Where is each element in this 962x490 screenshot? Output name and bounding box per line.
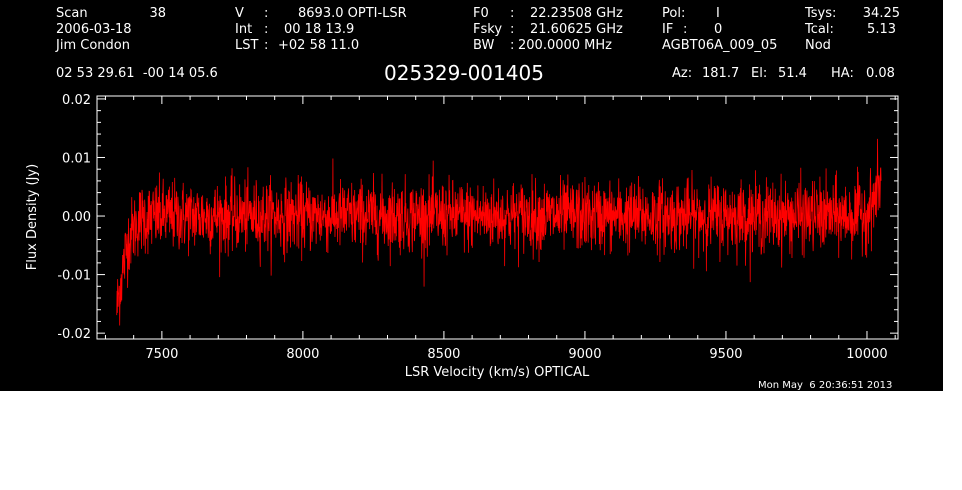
plot-panel: Scan 38 V : 8693.0 OPTI-LSR F0 : 22.2350…	[0, 0, 943, 391]
axis-ticks	[97, 96, 898, 339]
x-tick-label: 9500	[709, 347, 742, 362]
source-name: 025329-001405	[384, 61, 544, 85]
bw-colon: :	[510, 38, 515, 53]
az-value: 181.7	[702, 66, 740, 81]
ha-value: 0.08	[866, 66, 895, 81]
project-id: AGBT06A_009_05	[662, 38, 778, 53]
fsky-colon: :	[510, 22, 515, 37]
y-tick-label: 0.00	[62, 210, 91, 225]
y-tick-label: 0.01	[62, 151, 91, 166]
fsky-label: Fsky	[473, 22, 503, 37]
spectrum-trace	[116, 138, 882, 326]
x-tick-label: 10000	[846, 347, 887, 362]
x-tick-label: 7500	[145, 347, 178, 362]
y-tick-label: -0.02	[57, 327, 91, 342]
f0-colon: :	[510, 6, 515, 21]
tcal-value: 5.13	[867, 22, 896, 37]
velocity-value: 8693.0 OPTI-LSR	[298, 6, 407, 21]
y-tick-label: -0.01	[57, 269, 91, 284]
int-value: 00 18 13.9	[284, 22, 355, 37]
y-tick-label: 0.02	[62, 93, 91, 108]
observer-name: Jim Condon	[56, 38, 130, 53]
scan-value: 38	[149, 6, 166, 21]
f0-value: 22.23508 GHz	[530, 6, 623, 21]
tsys-label: Tsys:	[805, 6, 837, 21]
x-tick-label: 8000	[286, 347, 319, 362]
bw-label: BW	[473, 38, 495, 53]
observation-date: 2006-03-18	[56, 22, 132, 37]
x-tick-label: 9000	[568, 347, 601, 362]
lst-label: LST	[235, 38, 259, 53]
scan-label: Scan	[56, 6, 88, 21]
el-label: El:	[751, 66, 768, 81]
az-label: Az:	[672, 66, 693, 81]
x-tick-label: 8500	[427, 347, 460, 362]
fsky-value: 21.60625 GHz	[530, 22, 623, 37]
el-value: 51.4	[778, 66, 807, 81]
spectrum-trace-layer	[116, 138, 882, 326]
velocity-label: V	[235, 6, 244, 21]
lst-value: +02 58 11.0	[278, 38, 360, 53]
procedure-name: Nod	[805, 38, 831, 53]
velocity-colon: :	[264, 6, 269, 21]
source-coordinates: 02 53 29.61 -00 14 05.6	[56, 66, 218, 81]
spectrum-chart: 7500 8000 8500 9000 9500 10000 -0.02 -0.01 0.00 0…	[25, 93, 899, 380]
tcal-label: Tcal:	[805, 22, 834, 37]
f0-label: F0	[473, 6, 489, 21]
plot-frame	[96, 95, 899, 340]
plot-timestamp: Mon May 6 20:36:51 2013	[758, 380, 893, 391]
pol-label: Pol:	[662, 6, 686, 21]
x-axis-label: LSR Velocity (km/s) OPTICAL	[405, 365, 590, 380]
if-colon: :	[683, 22, 688, 37]
int-colon: :	[264, 22, 269, 37]
axis-tick-labels: 7500 8000 8500 9000 9500 10000 -0.02 -0.01 0.00 0…	[57, 93, 887, 362]
pol-value: I	[716, 6, 720, 21]
bw-value: 200.0000 MHz	[518, 38, 612, 53]
if-label: IF	[662, 22, 674, 37]
lst-colon: :	[264, 38, 269, 53]
if-value: 0	[714, 22, 723, 37]
ha-label: HA:	[831, 66, 854, 81]
int-label: Int	[235, 22, 253, 37]
tsys-value: 34.25	[862, 6, 900, 21]
y-axis-label: Flux Density (Jy)	[25, 164, 40, 270]
